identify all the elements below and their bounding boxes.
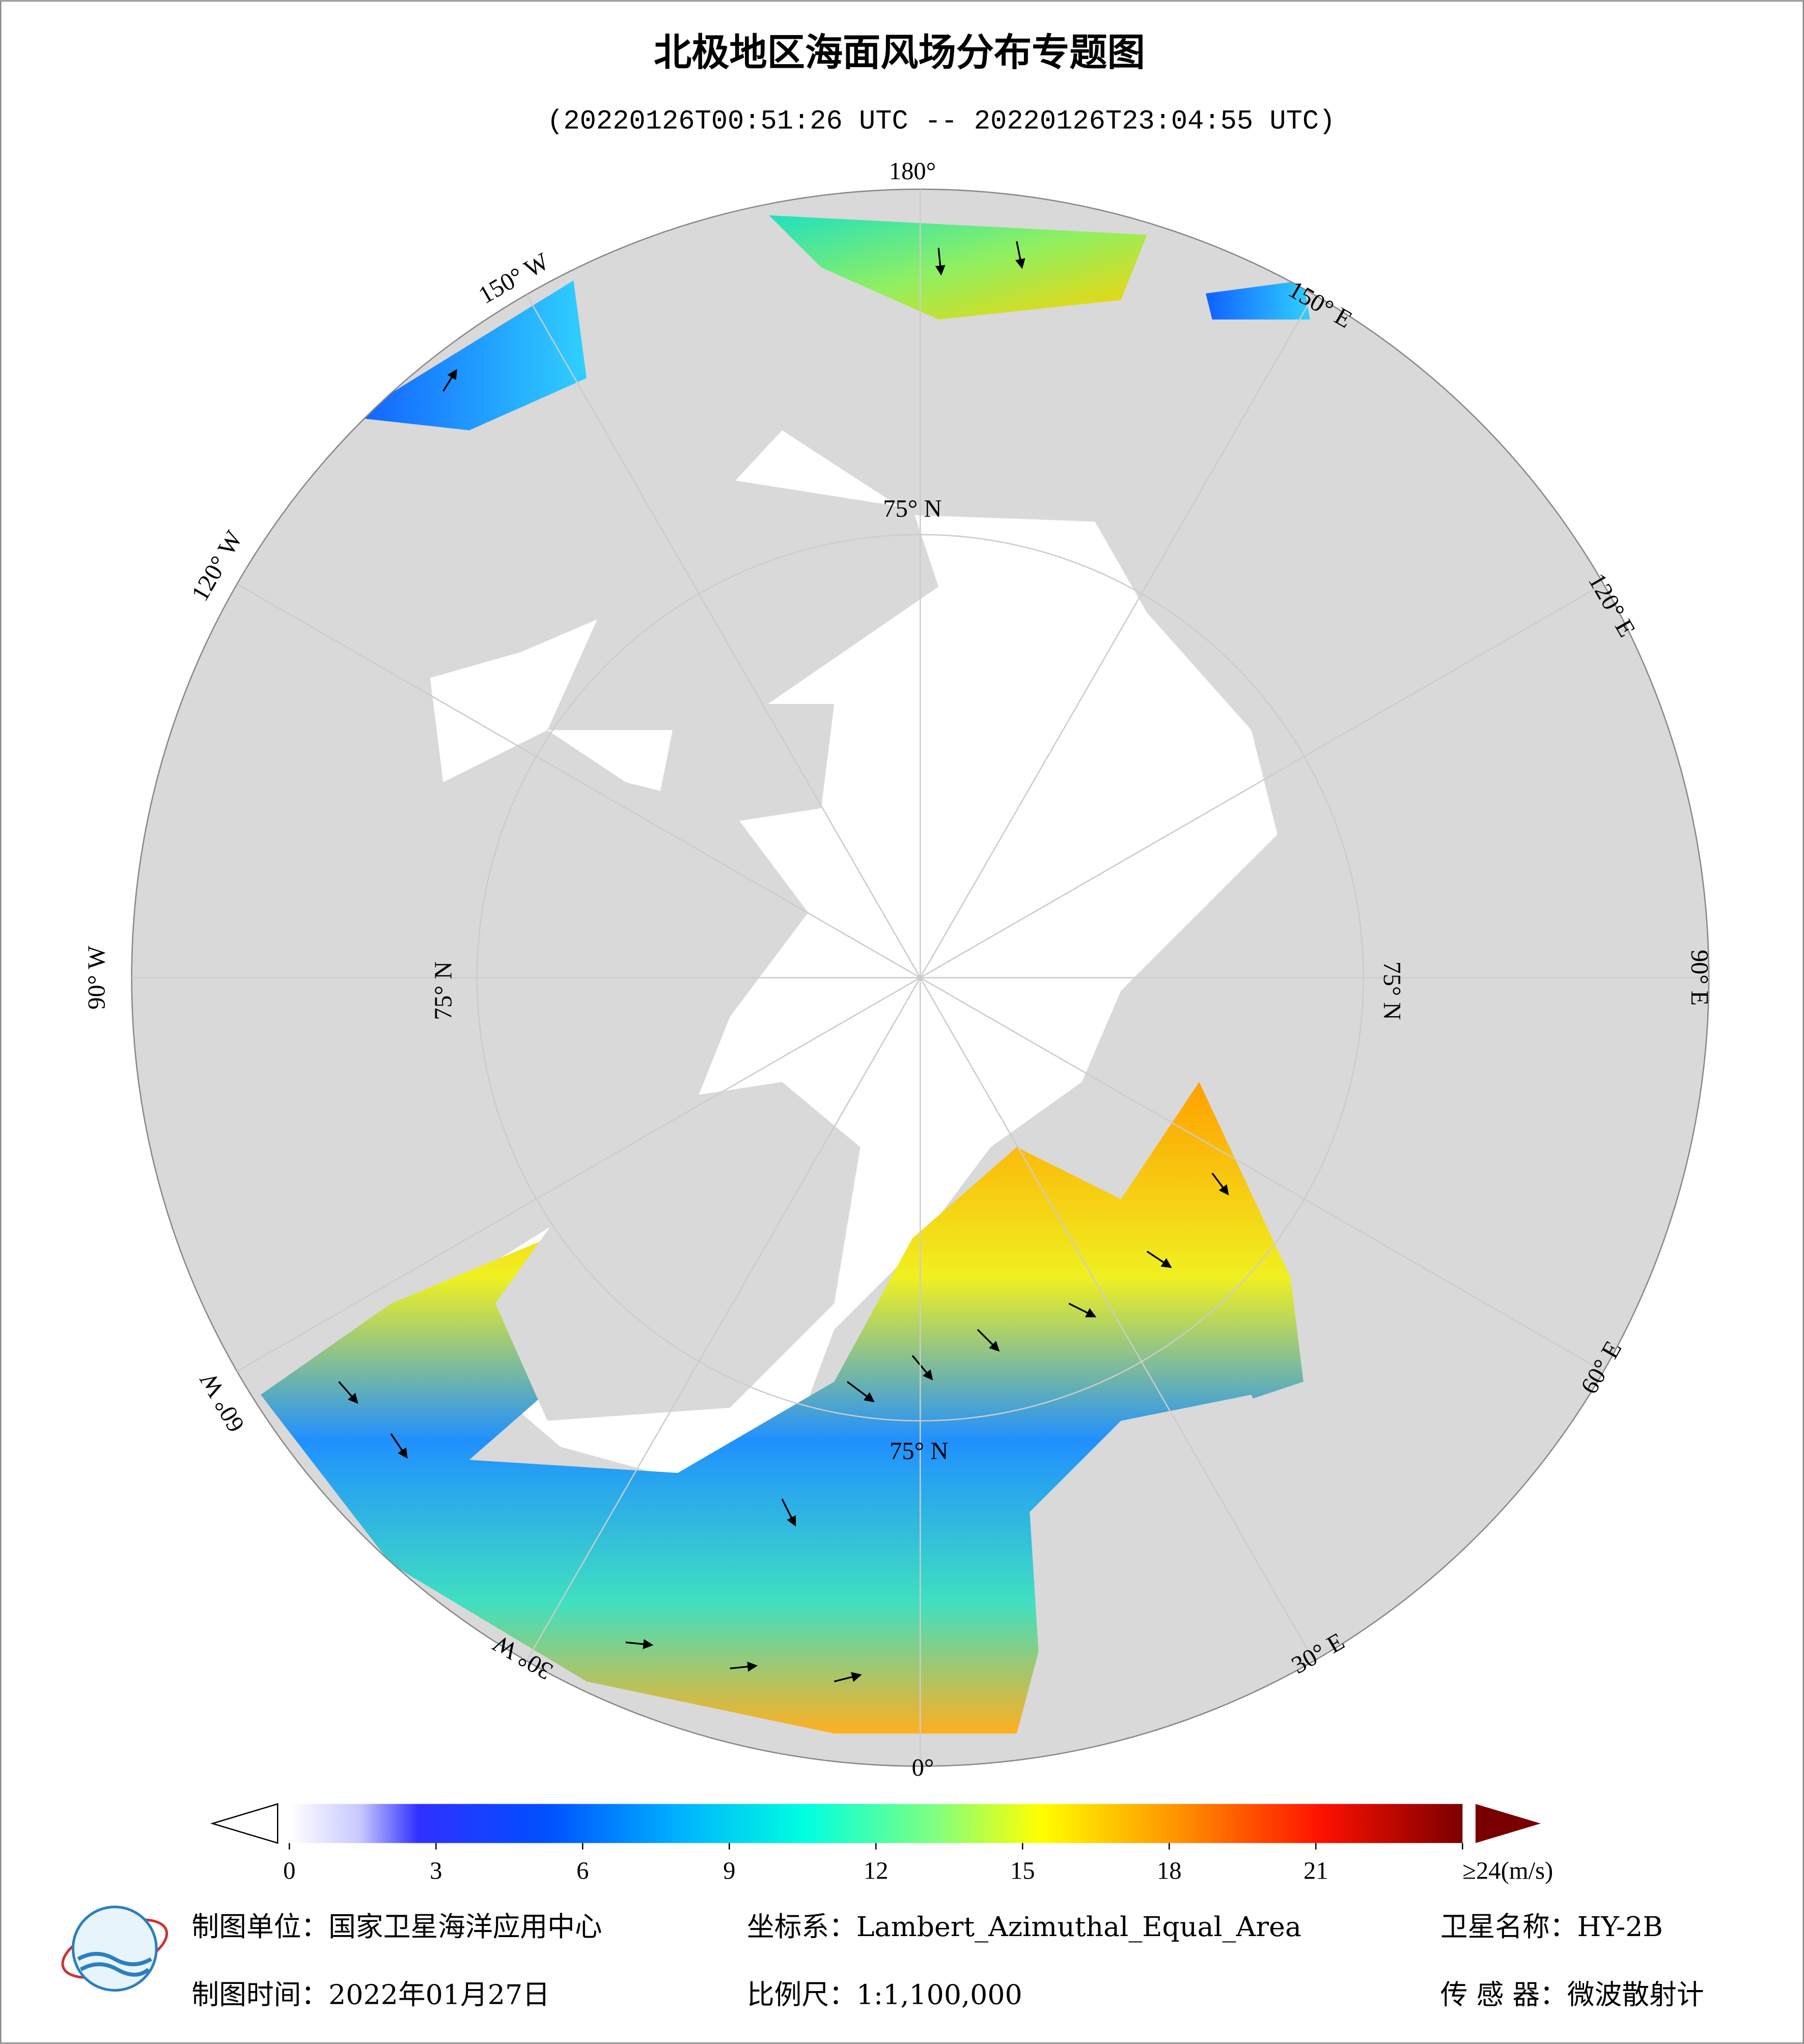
- lat-label: 75° N: [883, 495, 941, 522]
- footer: 制图单位：国家卫星海洋应用中心 坐标系：Lambert_Azimuthal_Eq…: [61, 1906, 1704, 2010]
- lat-label: 75° N: [1378, 961, 1406, 1020]
- colorbar-tick-label: 15: [1010, 1857, 1035, 1884]
- lon-label: 90° W: [83, 946, 110, 1010]
- latitude-labels: 75° N 75° N 75° N 75° N: [430, 495, 1406, 1465]
- colorbar-tick-label: 12: [864, 1857, 889, 1884]
- wind-field-okhotsk: [1205, 280, 1310, 320]
- graticule: [131, 189, 1709, 1767]
- title: 北极地区海面风场分布专题图: [654, 31, 1145, 75]
- lon-label: 180°: [889, 157, 936, 185]
- subtitle: (20220126T00:51:26 UTC -- 20220126T23:04…: [547, 106, 1335, 137]
- colorbar-tick-label: 3: [430, 1857, 442, 1884]
- greenland: [495, 1082, 861, 1421]
- footer-scale: 比例尺：1:1,100,000: [747, 1978, 1022, 2010]
- colorbar-tick-label: ≥24(m/s): [1462, 1857, 1553, 1884]
- footer-satellite: 卫星名称：HY-2B: [1440, 1911, 1663, 1943]
- lon-label: 0°: [912, 1754, 934, 1781]
- colorbar-tick-label: 18: [1157, 1857, 1182, 1884]
- colorbar-tick-label: 21: [1303, 1857, 1328, 1884]
- colorbar: 0 3 6 9 12 15 18 21 ≥24(m/s): [210, 1803, 1553, 1884]
- footer-sensor: 传 感 器：微波散射计: [1440, 1978, 1704, 2010]
- colorbar-tick-label: 6: [576, 1857, 589, 1884]
- colorbar-under: [210, 1803, 279, 1844]
- colorbar-over: [1475, 1804, 1541, 1843]
- footer-unit: 制图单位：国家卫星海洋应用中心: [191, 1911, 602, 1943]
- colorbar-tick-label: 0: [283, 1857, 295, 1884]
- lat-label: 75° N: [430, 961, 457, 1020]
- footer-projection: 坐标系：Lambert_Azimuthal_Equal_Area: [747, 1911, 1301, 1943]
- colorbar-ramp: [289, 1804, 1463, 1843]
- scandinavia: [1030, 1394, 1291, 1721]
- wind-field-alaska: [352, 280, 587, 431]
- footer-date: 制图时间：2022年01月27日: [191, 1978, 550, 2010]
- islands: [547, 469, 939, 834]
- logo: [61, 1906, 169, 1992]
- wind-arrows: [338, 241, 1229, 1683]
- lon-label: 90° E: [1686, 949, 1713, 1005]
- wind-field-pacific: [769, 215, 1147, 320]
- lat-label: 75° N: [890, 1437, 948, 1465]
- colorbar-tick-label: 9: [723, 1857, 735, 1884]
